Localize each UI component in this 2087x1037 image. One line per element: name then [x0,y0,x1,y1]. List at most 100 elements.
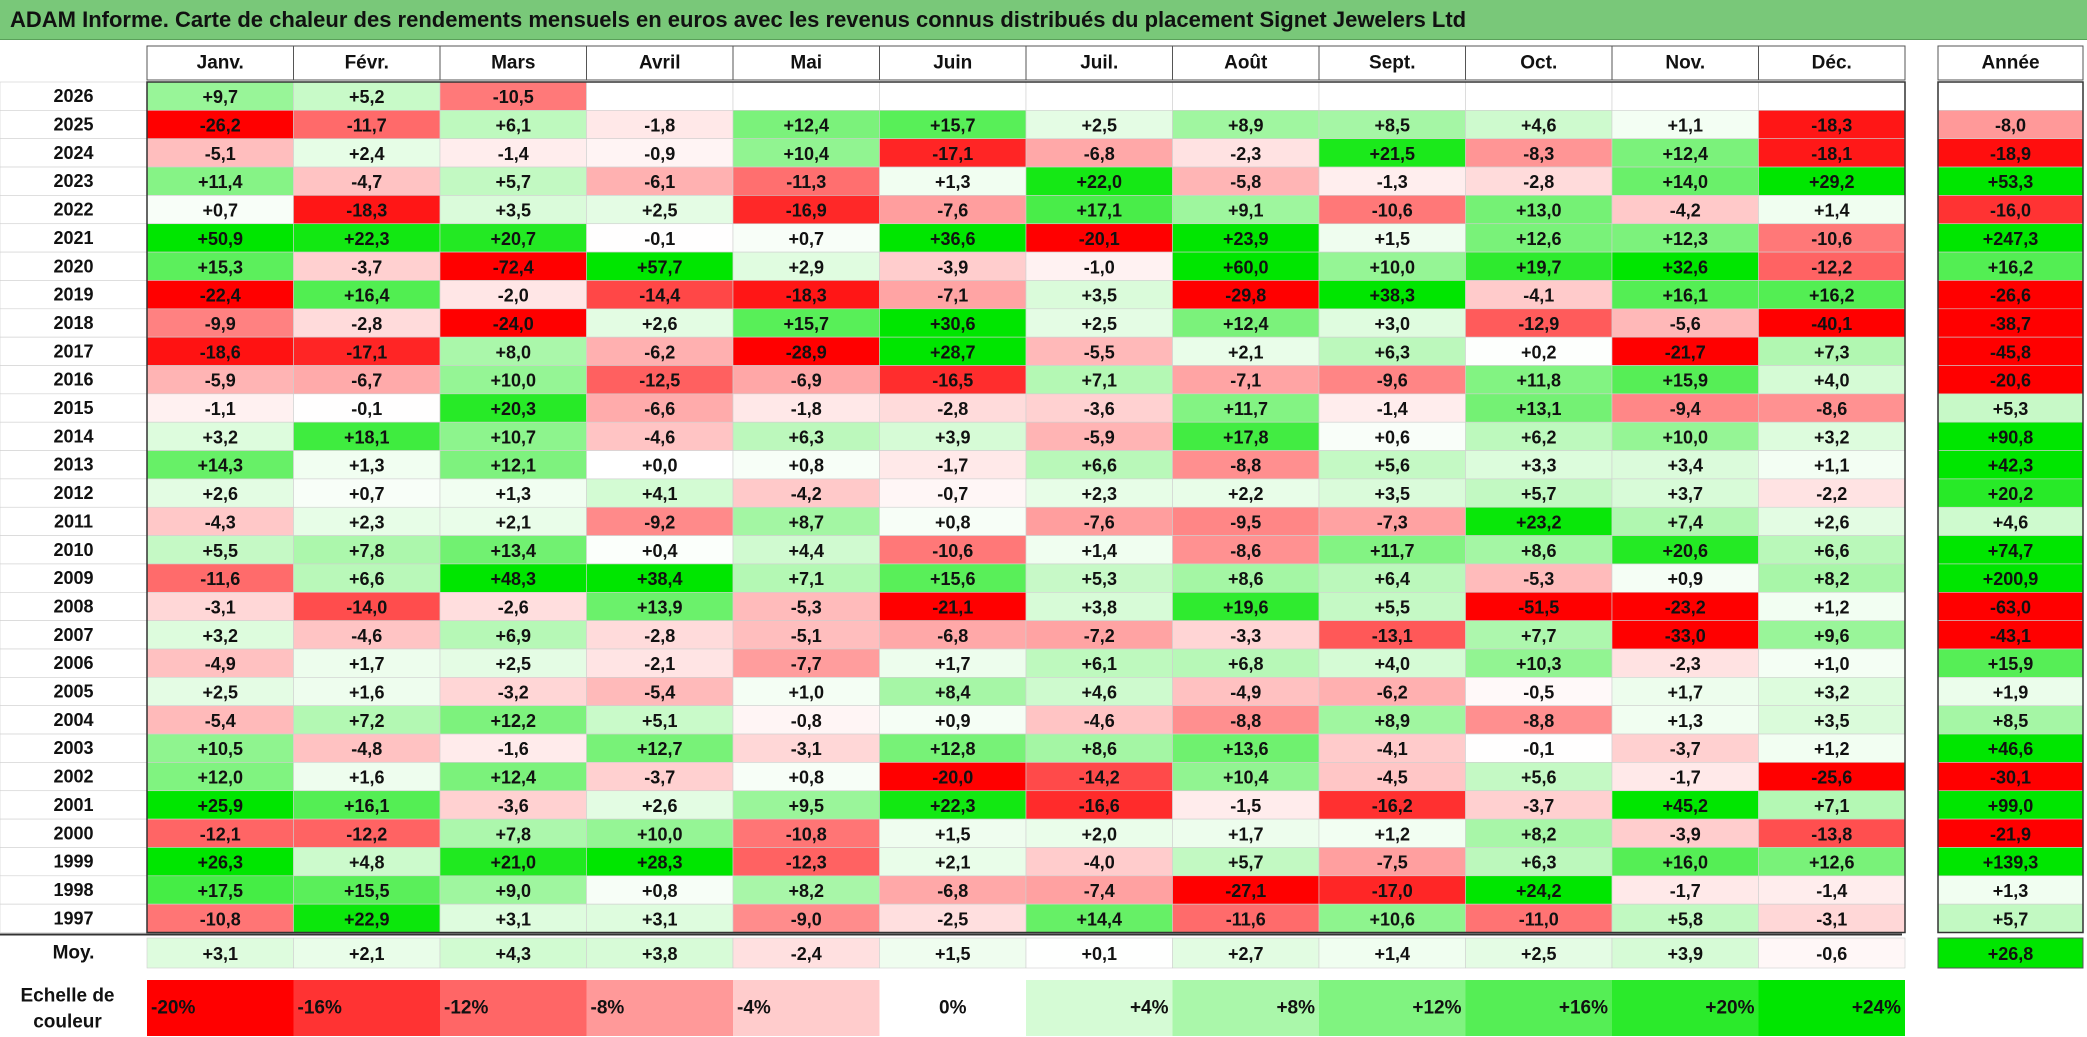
heatmap-cell-value: -4,7 [351,172,382,192]
color-scale-swatch [1612,980,1759,1036]
heatmap-cell [879,620,1027,650]
heatmap-cell [1758,790,1906,820]
heatmap-cell-value: +0,2 [1521,342,1557,362]
average-cell [879,937,1027,969]
heatmap-cell [1318,677,1466,706]
heatmap-cell [586,308,734,338]
heatmap-cell [879,336,1027,366]
heatmap-cell [1758,648,1906,678]
annual-cell-value: -18,9 [1990,144,2031,164]
month-header-label: Sept. [1369,53,1415,74]
color-scale-step-label: +16% [1559,998,1608,1019]
year-label-cell [0,251,148,281]
heatmap-cell-value: -1,6 [498,739,529,759]
heatmap-cell-value: +2,6 [642,314,678,334]
year-label: 2020 [53,256,93,276]
heatmap-cell-value: +4,8 [349,853,385,873]
heatmap-cell-value: -5,8 [1230,172,1261,192]
month-header-cell [293,45,441,81]
color-scale-step-label: +24% [1852,998,1901,1019]
heatmap-cell-value: -1,7 [937,456,968,476]
heatmap-cell-value: -5,9 [1084,427,1115,447]
heatmap-cell [1465,705,1613,735]
annual-cell-value: -16,0 [1990,201,2031,221]
heatmap-cell [1611,478,1759,508]
heatmap-cell [146,195,294,225]
heatmap-cell [732,138,880,168]
annual-cell-value: +139,3 [1983,853,2039,873]
heatmap-cell-value: +3,3 [1521,456,1557,476]
heatmap-cell [146,421,294,451]
heatmap-cell-value: +3,9 [935,427,971,447]
heatmap-cell-value: -5,5 [1084,342,1115,362]
heatmap-cell-value: +10,4 [1223,768,1269,788]
heatmap-cell-value: +1,0 [1814,654,1850,674]
heatmap-cell [879,223,1027,253]
heatmap-cell-value: -12,1 [200,824,241,844]
heatmap-cell-value: -10,6 [1372,201,1413,221]
heatmap-cell [1758,903,1906,933]
heatmap-cell [879,280,1027,310]
heatmap-cell-value: -1,4 [498,144,529,164]
heatmap-cell-value: +6,9 [495,626,531,646]
heatmap-cell-value: +25,9 [197,796,243,816]
heatmap-cell-value: -51,5 [1518,597,1559,617]
month-header-label: Nov. [1665,53,1705,74]
heatmap-cell [879,648,1027,678]
heatmap-cell [1025,591,1173,621]
heatmap-cell-value: +45,2 [1662,796,1708,816]
heatmap-cell-value: -4,0 [1084,853,1115,873]
heatmap-cell [1465,591,1613,621]
heatmap-cell [1465,280,1613,310]
heatmap-cell [293,677,441,706]
heatmap-cell-value: -24,0 [493,314,534,334]
heatmap-cell-value: +8,9 [1228,116,1264,136]
heatmap-cell-value: +10,0 [490,371,536,391]
heatmap-cell [439,138,587,168]
year-label: 2000 [53,823,93,843]
heatmap-cell [1758,705,1906,735]
months-table-border [146,81,1906,934]
heatmap-cell-value: +2,6 [202,484,238,504]
heatmap-cell-value: -13,8 [1811,824,1852,844]
year-label: 2023 [53,171,93,191]
year-label: 2018 [53,313,93,333]
heatmap-cell-value: +3,2 [1814,427,1850,447]
heatmap-cell-value: +8,2 [1814,569,1850,589]
heatmap-cell [732,648,880,678]
annual-cell [1937,393,2084,423]
heatmap-cell-value: +7,1 [1081,371,1117,391]
month-header-label: Juin [933,53,972,74]
annual-cell-value: +16,2 [1988,257,2034,277]
heatmap-cell-value: +12,8 [930,739,976,759]
heatmap-cell-value: -2,2 [1816,484,1847,504]
heatmap-cell-value: +2,5 [495,654,531,674]
heatmap-cell-value: -1,4 [1816,881,1847,901]
heatmap-cell [732,365,880,395]
heatmap-cell-value: -12,2 [1811,257,1852,277]
heatmap-cell [146,110,294,139]
heatmap-cell-value: +6,2 [1521,427,1557,447]
heatmap-cell-value: -18,1 [1811,144,1852,164]
heatmap-cell-value: +9,7 [202,87,238,107]
heatmap-cell [1758,733,1906,763]
year-header-cell [1937,45,2084,81]
year-label-cell [0,591,148,621]
heatmap-cell-value: +16,0 [1662,853,1708,873]
heatmap-cell [586,336,734,366]
heatmap-cell [1758,450,1906,480]
heatmap-cell-value: -5,3 [791,597,822,617]
heatmap-cell-value: -4,6 [644,427,675,447]
heatmap-cell [1758,393,1906,423]
annual-cell [1937,81,2084,111]
heatmap-cell-value: +7,8 [349,541,385,561]
heatmap-cell [1465,563,1613,593]
heatmap-cell [1465,506,1613,536]
annual-cell [1937,280,2084,310]
heatmap-cell-value: +8,2 [788,881,824,901]
month-header-cell [1611,45,1759,81]
heatmap-cell [439,733,587,763]
heatmap-cell [1318,450,1466,480]
heatmap-cell-value: -3,3 [1230,626,1261,646]
heatmap-cell [1318,280,1466,310]
